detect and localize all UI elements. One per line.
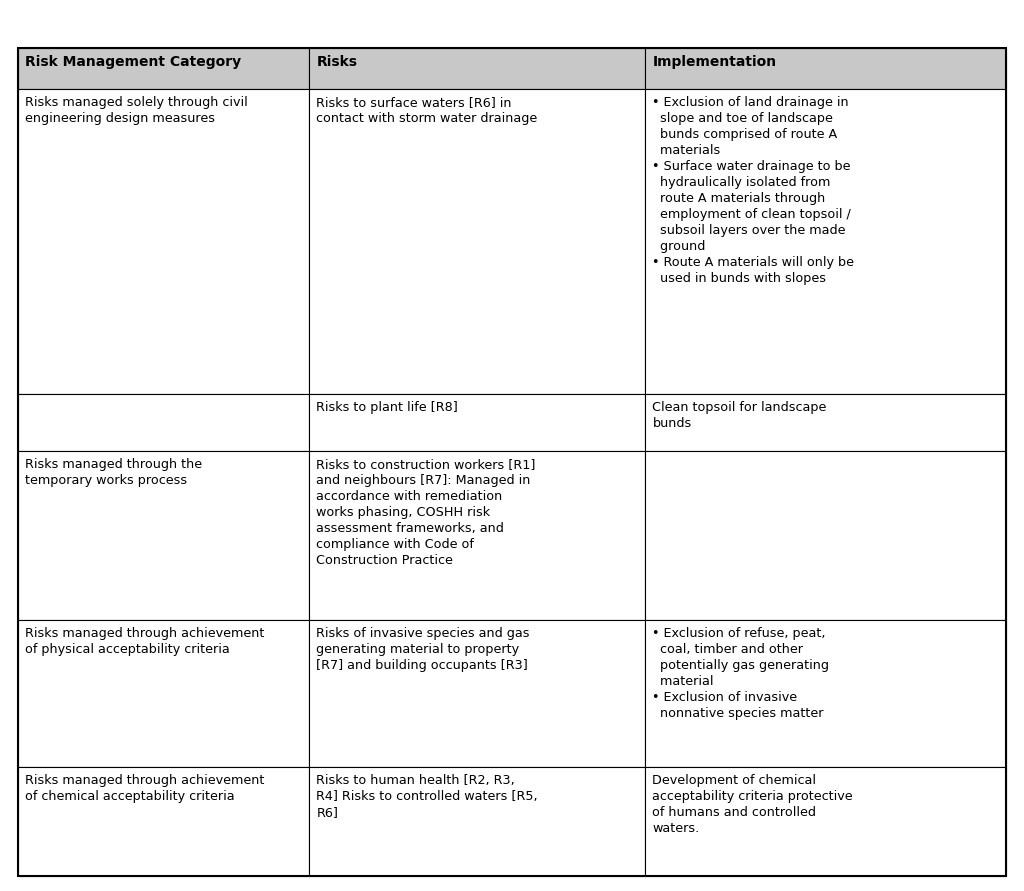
Text: Risks managed solely through civil
engineering design measures: Risks managed solely through civil engin… [25, 95, 248, 125]
Bar [309, 89, 645, 394]
Bar [18, 620, 309, 767]
Bar [18, 767, 309, 876]
Bar [309, 394, 645, 451]
Bar [18, 89, 309, 394]
Bar [309, 48, 645, 89]
Text: Risks managed through achievement
of physical acceptability criteria: Risks managed through achievement of phy… [25, 627, 264, 657]
Text: Risks to human health [R2, R3,
R4] Risks to controlled waters [R5,
R6]: Risks to human health [R2, R3, R4] Risks… [316, 774, 538, 820]
Text: Implementation: Implementation [652, 55, 776, 69]
Text: Risks to construction workers [R1]
and neighbours [R7]: Managed in
accordance wi: Risks to construction workers [R1] and n… [316, 458, 536, 567]
Bar [645, 767, 1006, 876]
Text: Risks: Risks [316, 55, 357, 69]
Bar [18, 394, 309, 451]
Text: Risks managed through achievement
of chemical acceptability criteria: Risks managed through achievement of che… [25, 774, 264, 804]
Bar [645, 394, 1006, 451]
Bar [18, 48, 309, 89]
Text: Risks of invasive species and gas
generating material to property
[R7] and build: Risks of invasive species and gas genera… [316, 627, 530, 673]
Text: Risks managed through the
temporary works process: Risks managed through the temporary work… [25, 458, 202, 486]
Text: Risk Management Category: Risk Management Category [25, 55, 241, 69]
Bar [645, 48, 1006, 89]
Text: Development of chemical
acceptability criteria protective
of humans and controll: Development of chemical acceptability cr… [652, 774, 853, 836]
Text: • Exclusion of land drainage in
  slope and toe of landscape
  bunds comprised o: • Exclusion of land drainage in slope an… [652, 95, 854, 285]
Bar [645, 89, 1006, 394]
Bar [309, 620, 645, 767]
Text: • Exclusion of refuse, peat,
  coal, timber and other
  potentially gas generati: • Exclusion of refuse, peat, coal, timbe… [652, 627, 829, 720]
Bar [645, 620, 1006, 767]
Text: Risks to surface waters [R6] in
contact with storm water drainage: Risks to surface waters [R6] in contact … [316, 95, 538, 125]
Text: Risks to plant life [R8]: Risks to plant life [R8] [316, 401, 458, 414]
Bar [18, 451, 309, 620]
Bar [309, 767, 645, 876]
Text: Clean topsoil for landscape
bunds: Clean topsoil for landscape bunds [652, 401, 826, 430]
Bar [645, 451, 1006, 620]
Bar [309, 451, 645, 620]
